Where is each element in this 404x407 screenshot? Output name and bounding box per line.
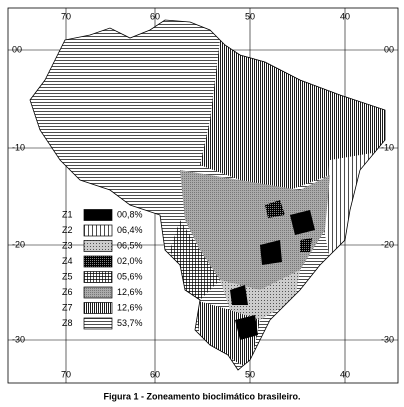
legend-share: 53,7% [117, 318, 143, 328]
legend-swatch [83, 255, 113, 268]
legend-share: 06,4% [117, 225, 143, 235]
legend-zone: Z2 [62, 225, 73, 235]
legend-zone: Z3 [62, 240, 73, 250]
longitude-label: 50 [245, 369, 255, 379]
latitude-label: -20 [381, 239, 394, 249]
legend: Z1 00,8% Z2 06,4% Z3 06,5% Z4 02,0% Z5 05,6% Z6 12,… [62, 209, 143, 330]
legend-swatch [83, 317, 113, 330]
legend-swatch [83, 224, 113, 237]
legend-swatch [83, 286, 113, 299]
longitude-label: 40 [340, 11, 350, 21]
latitude-label: 00 [384, 44, 394, 54]
legend-swatch [83, 240, 113, 252]
longitude-label: 60 [150, 369, 160, 379]
latitude-label: -30 [12, 334, 25, 344]
longitude-label: 70 [61, 11, 71, 21]
legend-share: 12,6% [117, 287, 143, 297]
legend-swatch [83, 271, 113, 283]
coordinate-labels: 70 60 50 40 70 60 50 40 00 -10 -20 -30 00 -10 -20 -30 [12, 11, 394, 379]
longitude-label: 40 [340, 369, 350, 379]
latitude-label: 00 [12, 44, 22, 54]
legend-swatch [83, 209, 113, 221]
legend-zone: Z6 [62, 287, 73, 297]
longitude-label: 70 [61, 369, 71, 379]
longitude-label: 60 [150, 11, 160, 21]
legend-zone: Z4 [62, 256, 73, 266]
legend-zone: Z7 [62, 302, 73, 312]
legend-share: 06,5% [117, 240, 143, 250]
latitude-label: -10 [12, 142, 25, 152]
legend-zone: Z5 [62, 271, 73, 281]
legend-share: 00,8% [117, 209, 143, 219]
legend-zone: Z8 [62, 318, 73, 328]
legend-zone: Z1 [62, 209, 73, 219]
latitude-label: -20 [12, 239, 25, 249]
longitude-label: 50 [245, 11, 255, 21]
caption: Figura 1 - Zoneamento bioclimático brasi… [103, 391, 300, 401]
latitude-label: -10 [381, 142, 394, 152]
brazil-outline [29, 19, 386, 371]
legend-share: 02,0% [117, 256, 143, 266]
legend-share: 12,6% [117, 302, 143, 312]
legend-share: 05,6% [117, 271, 143, 281]
frame [7, 7, 399, 384]
latitude-label: -30 [381, 334, 394, 344]
legend-swatch [83, 302, 113, 314]
